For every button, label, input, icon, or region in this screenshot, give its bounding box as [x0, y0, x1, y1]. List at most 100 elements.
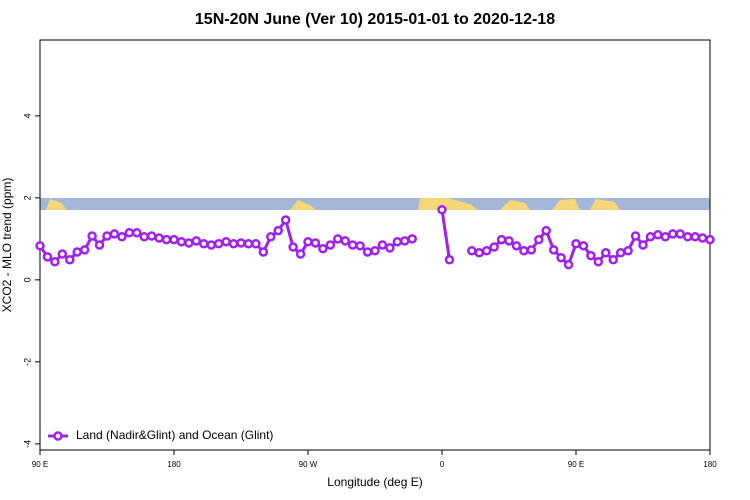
- data-point: [571, 239, 581, 249]
- data-point: [191, 236, 202, 246]
- legend: Land (Nadir&Glint) and Ocean (Glint): [48, 428, 273, 442]
- data-point: [511, 241, 522, 251]
- data-point: [318, 243, 328, 254]
- data-point: [355, 241, 365, 251]
- data-point: [50, 257, 60, 267]
- data-point: [578, 241, 589, 251]
- data-point: [347, 240, 358, 250]
- legend-marker: [53, 431, 63, 441]
- data-point: [303, 236, 313, 247]
- data-point: [280, 215, 291, 225]
- data-point: [154, 233, 164, 243]
- data-point: [251, 239, 261, 249]
- data-point: [42, 252, 53, 262]
- data-point: [444, 255, 455, 265]
- data-point: [288, 242, 298, 252]
- data-point: [370, 245, 380, 256]
- data-point: [325, 240, 336, 250]
- chart-title: 15N-20N June (Ver 10) 2015-01-01 to 2020…: [195, 11, 555, 28]
- data-point: [79, 245, 90, 255]
- data-point: [87, 231, 97, 241]
- data-point: [377, 240, 388, 250]
- data-point: [690, 232, 700, 242]
- data-point: [504, 236, 514, 246]
- data-point: [362, 247, 373, 257]
- x-tick-label: 90 E: [568, 460, 584, 469]
- plot-frame: [39, 39, 711, 451]
- data-point: [94, 240, 105, 250]
- data-point: [705, 234, 715, 245]
- x-axis-label: Longitude (deg E): [327, 475, 422, 489]
- data-point: [213, 239, 224, 249]
- data-point: [660, 232, 671, 242]
- data-point: [65, 255, 75, 265]
- data-point: [333, 234, 343, 244]
- data-point: [437, 204, 447, 215]
- data-point: [519, 245, 529, 256]
- data-point: [548, 245, 559, 255]
- data-point: [57, 249, 68, 259]
- data-point: [35, 241, 45, 251]
- data-point: [392, 236, 403, 247]
- data-point: [206, 240, 216, 250]
- data-point: [139, 232, 149, 242]
- data-point: [385, 243, 395, 253]
- data-point: [608, 255, 618, 265]
- data-point: [176, 236, 187, 247]
- data-point: [653, 230, 663, 240]
- data-point: [340, 236, 350, 246]
- data-point: [474, 248, 484, 258]
- data-point: [109, 229, 120, 239]
- data-point: [228, 239, 239, 249]
- data-point: [638, 240, 648, 250]
- data-point: [682, 232, 693, 242]
- data-point: [184, 238, 194, 248]
- x-tick-label: 90 W: [299, 460, 318, 469]
- data-point: [117, 232, 127, 242]
- data-point: [132, 227, 142, 238]
- data-point: [645, 232, 656, 242]
- y-tick-label: 2: [22, 195, 32, 200]
- data-point: [310, 238, 321, 248]
- data-point: [615, 248, 626, 258]
- data-point: [124, 227, 135, 238]
- data-point: [273, 225, 283, 236]
- data-point: [467, 245, 477, 256]
- data-point: [169, 234, 179, 245]
- data-point: [668, 229, 678, 239]
- data-point: [541, 225, 551, 236]
- legend-label: Land (Nadir&Glint) and Ocean (Glint): [76, 428, 273, 442]
- data-point: [496, 234, 507, 245]
- data-point: [72, 247, 82, 257]
- y-axis-label: XCO2 - MLO trend (ppm): [0, 178, 14, 313]
- data-point: [697, 233, 708, 243]
- data-point: [221, 236, 231, 247]
- data-point: [102, 231, 112, 241]
- data-point: [400, 236, 410, 246]
- x-tick-label: 0: [440, 460, 445, 469]
- map-strip: [40, 198, 710, 210]
- data-point: [161, 234, 172, 245]
- x-tick-label: 180: [703, 460, 717, 469]
- data-point: [586, 250, 596, 261]
- data-point: [243, 239, 254, 249]
- data-point: [630, 231, 641, 241]
- y-tick-label: -4: [22, 440, 32, 448]
- data-point: [601, 248, 611, 258]
- y-tick-label: -2: [22, 358, 32, 366]
- data-point: [199, 239, 209, 249]
- data-point: [146, 231, 157, 241]
- data-point: [593, 257, 604, 267]
- data-point: [236, 238, 246, 248]
- y-tick-label: 4: [22, 113, 32, 118]
- data-point: [563, 259, 574, 270]
- y-tick-label: 0: [22, 277, 32, 282]
- data-point: [295, 249, 306, 259]
- x-tick-label: 90 E: [32, 460, 48, 469]
- data-point: [258, 247, 269, 257]
- data-point: [489, 242, 499, 252]
- data-point: [623, 245, 633, 256]
- x-tick-label: 180: [167, 460, 181, 469]
- data-point: [407, 234, 417, 244]
